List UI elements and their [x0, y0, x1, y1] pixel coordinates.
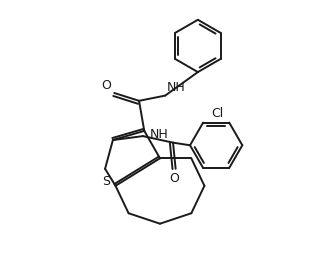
Text: Cl: Cl — [211, 107, 223, 120]
Text: S: S — [102, 175, 110, 188]
Text: NH: NH — [166, 81, 185, 94]
Text: O: O — [169, 172, 179, 185]
Text: NH: NH — [150, 128, 168, 140]
Text: O: O — [102, 79, 112, 92]
